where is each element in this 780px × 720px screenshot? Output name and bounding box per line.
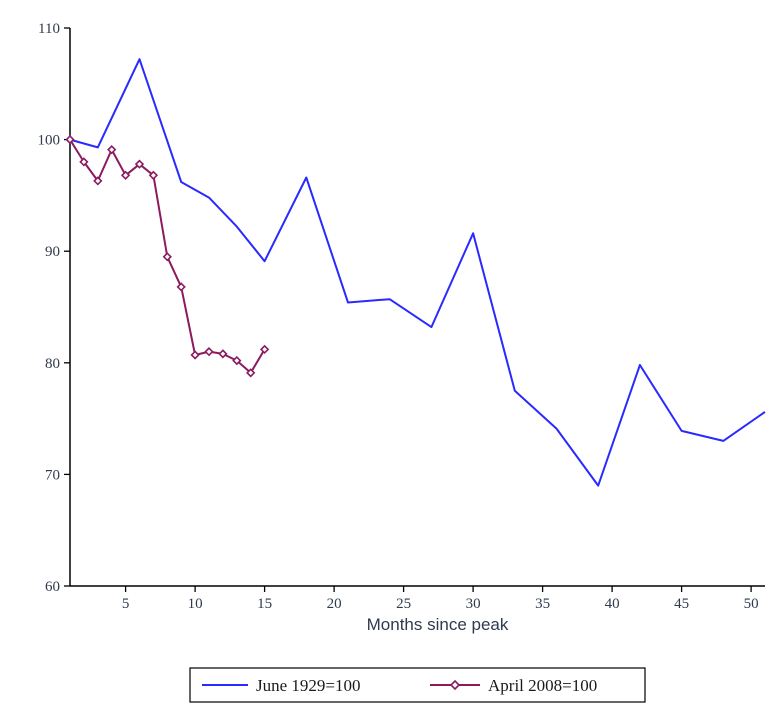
x-tick-label: 20 <box>327 596 342 612</box>
data-point <box>259 344 270 355</box>
y-tick-label: 90 <box>45 244 60 260</box>
legend-marker-april-2008 <box>449 679 461 691</box>
data-point <box>190 350 200 360</box>
data-point <box>148 170 159 180</box>
y-tick-label: 60 <box>45 579 60 595</box>
data-point <box>107 145 117 155</box>
x-ticks: 5 10 15 20 25 30 35 40 45 50 <box>122 586 759 612</box>
x-tick-label: 10 <box>188 596 203 612</box>
y-tick-label: 110 <box>38 21 60 37</box>
data-point <box>162 252 172 262</box>
x-tick-label: 35 <box>535 596 550 612</box>
x-tick-label: 30 <box>466 596 481 612</box>
legend-label-april-2008: April 2008=100 <box>488 676 597 695</box>
x-tick-label: 15 <box>257 596 272 612</box>
legend-label-june-1929: June 1929=100 <box>256 676 361 695</box>
x-tick-label: 50 <box>744 596 759 612</box>
series-line-0 <box>69 58 766 487</box>
y-tick-label: 70 <box>45 467 60 483</box>
x-tick-label: 5 <box>122 596 130 612</box>
data-point <box>218 349 228 359</box>
plot-area <box>65 58 766 487</box>
legend-box <box>189 667 646 703</box>
data-point <box>204 347 214 357</box>
data-point <box>120 170 131 180</box>
data-point <box>246 368 256 378</box>
axes <box>69 28 765 587</box>
y-tick-label: 80 <box>45 356 60 372</box>
x-tick-label: 45 <box>674 596 689 612</box>
data-point <box>79 157 89 167</box>
x-tick-label: 40 <box>605 596 620 612</box>
data-point <box>93 176 103 186</box>
y-tick-label: 100 <box>38 133 61 149</box>
y-ticks: 60 70 80 90 100 110 <box>38 21 70 595</box>
x-axis-title: Months since peak <box>367 615 509 634</box>
x-tick-label: 25 <box>396 596 411 612</box>
data-point <box>232 355 242 366</box>
legend: June 1929=100 April 2008=100 <box>189 667 646 703</box>
data-point <box>176 282 186 292</box>
data-point <box>134 159 145 169</box>
data-point <box>65 134 75 145</box>
